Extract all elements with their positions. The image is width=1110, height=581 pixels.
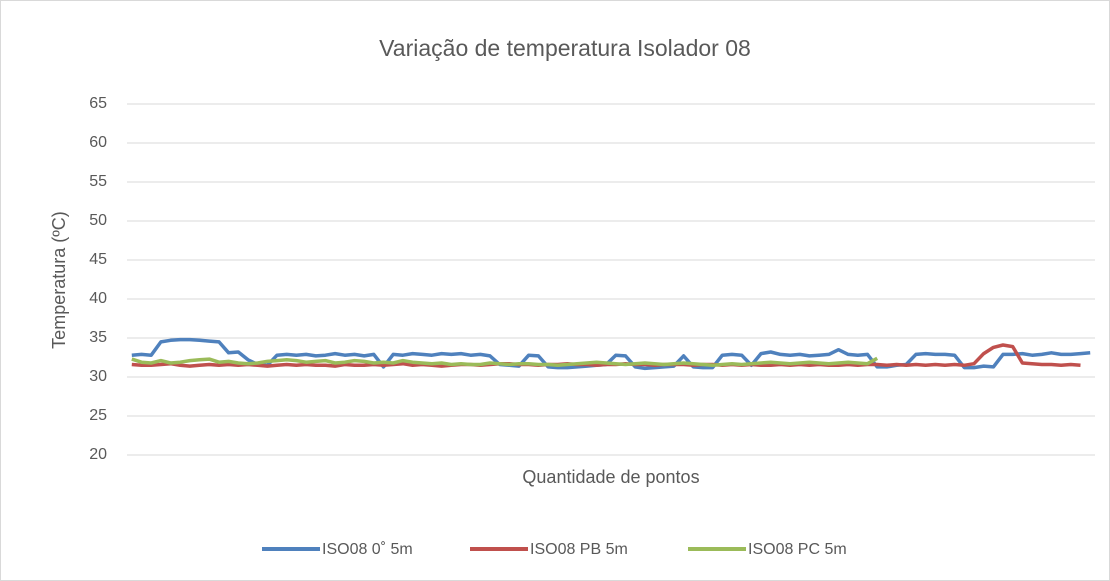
legend-label: ISO08 PC 5m — [748, 541, 847, 558]
legend-label: ISO08 0˚ 5m — [322, 541, 413, 558]
y-tick-label: 35 — [89, 329, 107, 346]
y-tick-label: 40 — [89, 290, 107, 307]
y-tick-label: 65 — [89, 95, 107, 112]
y-tick-label: 25 — [89, 407, 107, 424]
legend-label: ISO08 PB 5m — [530, 541, 628, 558]
chart-title: Variação de temperatura Isolador 08 — [379, 35, 751, 61]
series-line — [131, 337, 1091, 371]
x-axis-label: Quantidade de pontos — [522, 467, 699, 487]
y-tick-label: 55 — [89, 173, 107, 190]
y-tick-label: 20 — [89, 446, 107, 463]
y-tick-label: 30 — [89, 368, 107, 385]
series-line — [131, 356, 879, 368]
y-tick-label: 45 — [89, 251, 107, 268]
y-tick-label: 60 — [89, 134, 107, 151]
y-tick-label: 50 — [89, 212, 107, 229]
y-axis-label: Temperatura (ºC) — [49, 211, 69, 349]
